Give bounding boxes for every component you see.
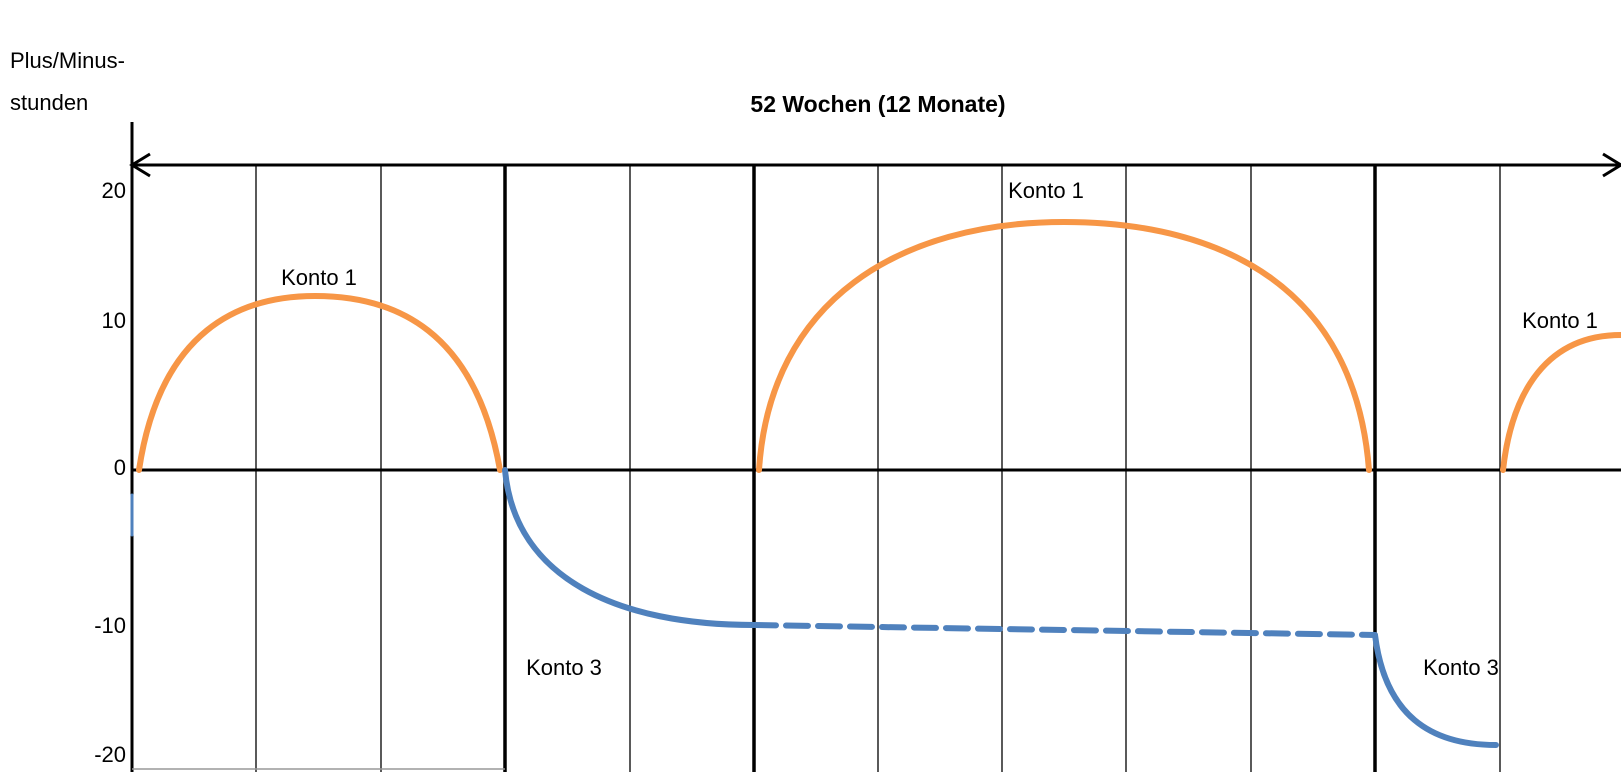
konto3-curves — [130, 467, 1499, 748]
konto3-label-a: Konto 3 — [526, 655, 602, 680]
ytick-20: 20 — [102, 178, 126, 203]
konto1-curve-c — [1500, 332, 1621, 473]
span-arrow — [129, 152, 1621, 178]
konto1-label-b: Konto 1 — [1008, 178, 1084, 203]
konto1-curve-b — [756, 218, 1372, 473]
konto3-dashed — [751, 622, 1378, 638]
konto1-curves — [136, 218, 1621, 473]
konto1-label-c: Konto 1 — [1522, 308, 1598, 333]
ytick-0: 0 — [114, 455, 126, 480]
konto1-label-a: Konto 1 — [281, 265, 357, 290]
ylabel-line1: Plus/Minus- — [10, 48, 125, 73]
ytick-minus-10: -10 — [94, 613, 126, 638]
ylabel-line2: stunden — [10, 90, 88, 115]
konto3-curve-b — [1372, 632, 1499, 748]
ytick-10: 10 — [102, 308, 126, 333]
konto1-curve-a — [136, 292, 503, 473]
span-label: 52 Wochen (12 Monate) — [750, 91, 1005, 117]
ytick-minus-20: -20 — [94, 742, 126, 767]
konto3-curve-a — [502, 467, 757, 628]
konto3-label-b: Konto 3 — [1423, 655, 1499, 680]
